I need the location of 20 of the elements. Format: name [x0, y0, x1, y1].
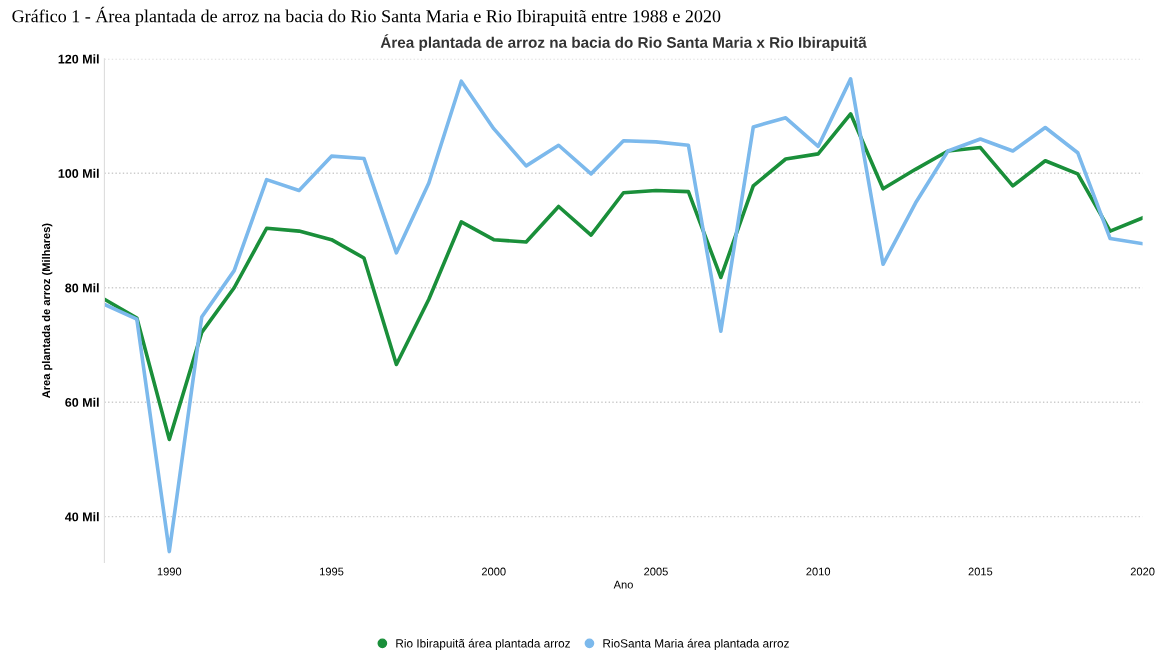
- y-axis-title: Area plantada de arroz (Milhares): [41, 223, 53, 399]
- x-tick-label: 1995: [320, 567, 344, 576]
- x-tick-label: 2005: [644, 567, 668, 576]
- chart-title: Área plantada de arroz na bacia do Rio Santa Maria x Rio Ibirapuitã: [380, 34, 867, 51]
- line-series: [104, 111, 1143, 442]
- x-tick-label: 2015: [968, 567, 993, 576]
- legend-label: Rio Ibirapuitã área plantada arroz: [396, 638, 570, 650]
- y-tick-label: 80 Mil: [65, 283, 99, 293]
- x-tick-label: 1990: [157, 567, 182, 576]
- x-tick-label: 2000: [481, 567, 506, 576]
- x-axis-title: Ano: [613, 580, 633, 589]
- y-tick-label: 60 Mil: [65, 397, 99, 407]
- text: Gráfico 1 - Área plantada de arroz na bacia do Rio Santa Maria e Rio Ibirapuitã entre 1988 e 2020: [12, 6, 721, 26]
- y-tick-label: 40 Mil: [65, 512, 99, 522]
- x-tick-label: 2010: [806, 567, 831, 576]
- legend-label: RioSanta Maria área plantada arroz: [603, 638, 789, 650]
- y-tick-label: 100 Mil: [58, 168, 99, 178]
- line-series: [104, 77, 1143, 554]
- y-tick-label: 120 Mil: [58, 54, 99, 64]
- x-tick-label: 2020: [1130, 567, 1155, 576]
